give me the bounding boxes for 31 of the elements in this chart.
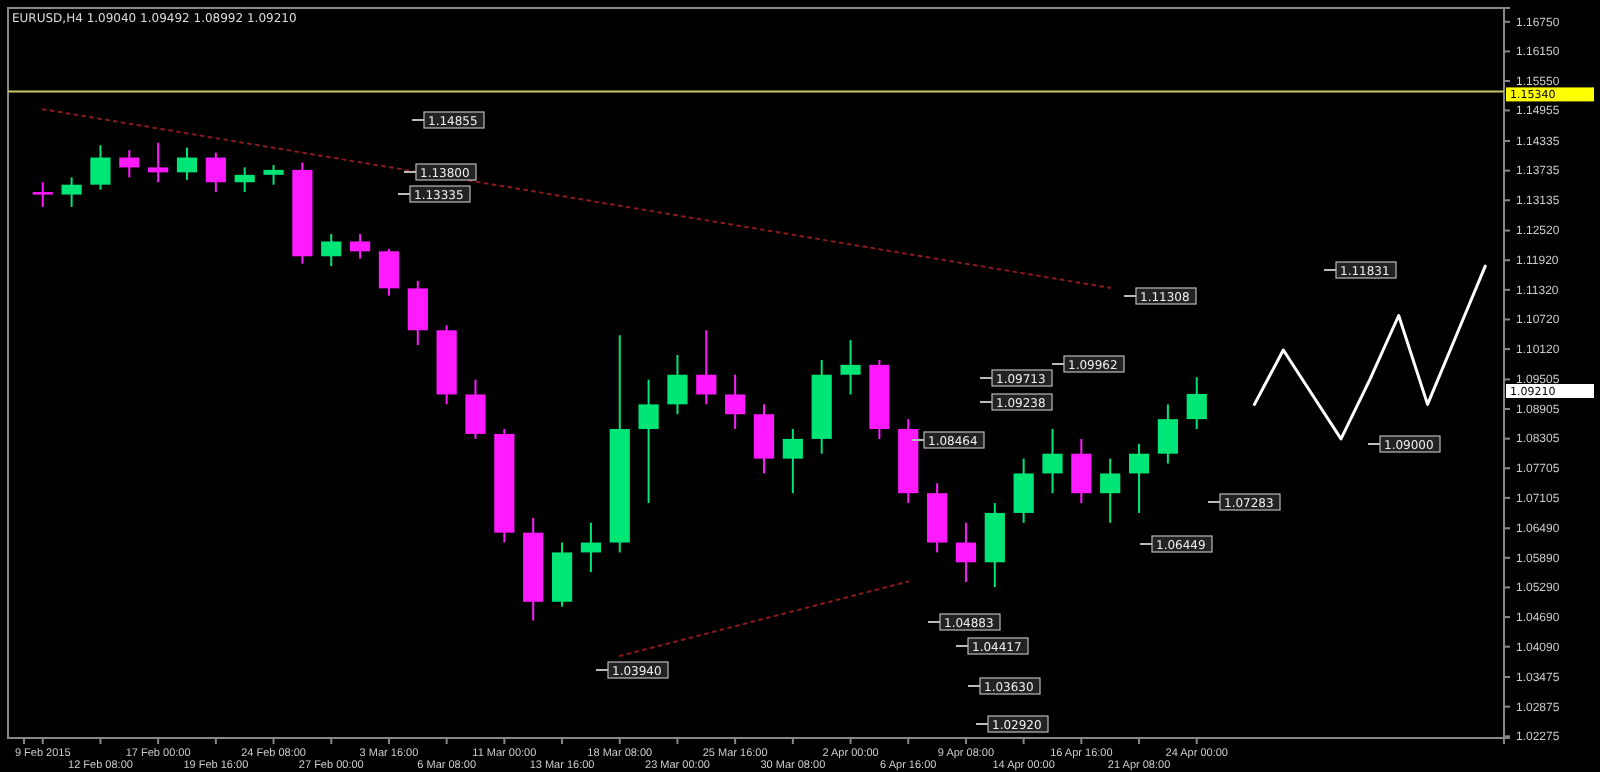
candlestick: [638, 378, 659, 505]
candlestick: [1071, 437, 1092, 505]
candlestick: [263, 163, 284, 186]
candlestick: [61, 176, 82, 208]
candlestick: [580, 521, 601, 574]
candlestick: [753, 403, 775, 475]
candlestick: [667, 353, 688, 416]
candlestick: [90, 144, 111, 191]
candlestick: [1013, 457, 1034, 524]
candlestick: [955, 521, 977, 584]
line-series: [1252, 264, 1487, 441]
candlestick: [840, 339, 861, 396]
candlestick: [1186, 376, 1207, 431]
candlestick: [407, 279, 428, 347]
candlestick: [378, 247, 400, 297]
candlestick: [782, 428, 803, 495]
candlestick: [696, 329, 717, 406]
candlestick: [32, 181, 53, 208]
candlestick: [234, 166, 255, 194]
candlestick: [1042, 428, 1063, 495]
candlestick: [148, 141, 169, 184]
candlestick: [119, 149, 140, 179]
candlestick: [1128, 442, 1150, 514]
candlestick: [725, 373, 746, 431]
candlestick: [465, 378, 486, 440]
candlestick: [350, 233, 371, 260]
candlestick: [1100, 457, 1121, 524]
candlestick: [321, 233, 342, 268]
candlestick: [1157, 403, 1178, 465]
candlestick: [205, 151, 226, 194]
candlestick: [176, 146, 198, 181]
